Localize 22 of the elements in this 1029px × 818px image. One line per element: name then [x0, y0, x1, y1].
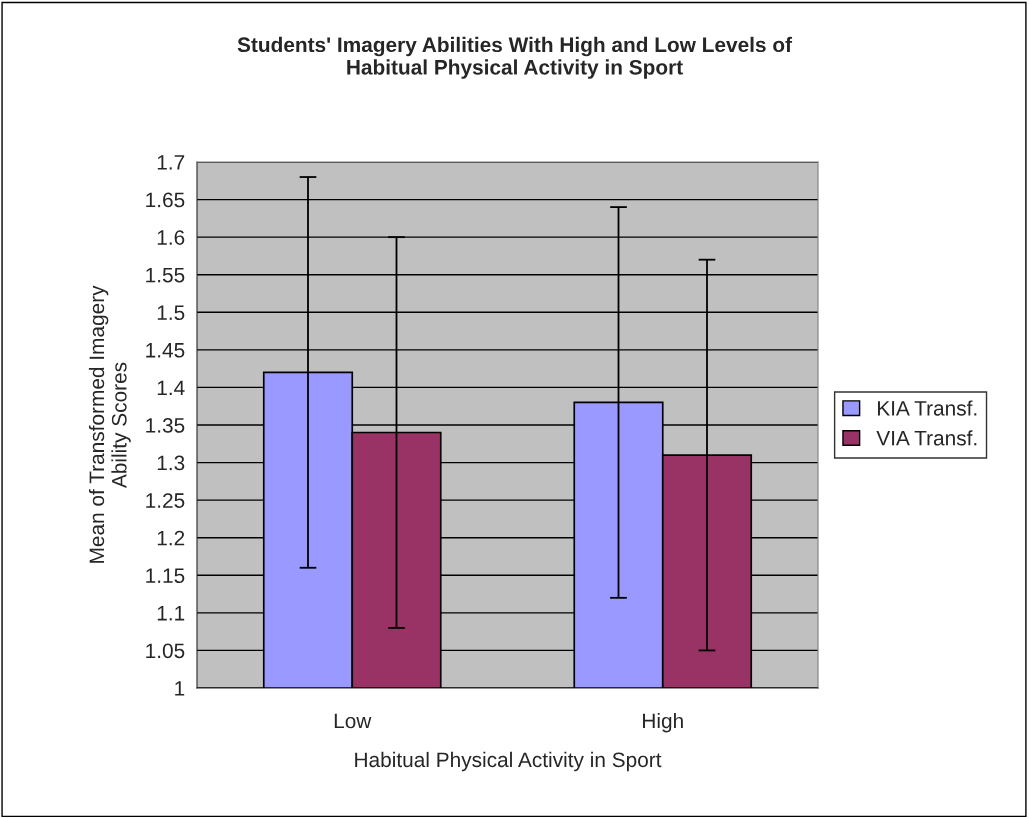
x-axis-title: Habitual Physical Activity in Sport: [355, 751, 662, 772]
legend-label: KIA Transf.: [878, 400, 977, 416]
legend-label: VIA Transf.: [876, 430, 977, 446]
y-tick-label: 1: [175, 681, 185, 696]
y-tick-label: 1.25: [146, 493, 185, 508]
y-tick-label: 1.1: [157, 606, 185, 621]
x-tick-label: High: [643, 713, 683, 733]
y-tick-label: 1.7: [157, 155, 185, 170]
y-tick-label: 1.55: [146, 267, 185, 283]
x-tick-label: Low: [334, 713, 372, 729]
y-tick-label: 1.5: [157, 305, 185, 321]
y-tick-label: 1.6: [157, 230, 185, 245]
y-tick-label: 1.2: [157, 530, 185, 546]
chart-title: Students' Imagery Abilities With High and Low Levels of Habitual Physical Activity in Sport: [237, 36, 793, 79]
y-tick-label: 1.15: [146, 568, 185, 584]
y-tick-label: 1.05: [146, 643, 185, 659]
y-tick-label: 1.4: [157, 380, 185, 395]
y-axis-title: Mean of Transformed Imagery Ability Scores: [88, 285, 131, 563]
y-tick-label: 1.35: [146, 418, 185, 433]
y-tick-label: 1.3: [157, 455, 185, 471]
y-tick-label: 1.65: [146, 192, 185, 208]
y-tick-label: 1.45: [146, 343, 185, 358]
